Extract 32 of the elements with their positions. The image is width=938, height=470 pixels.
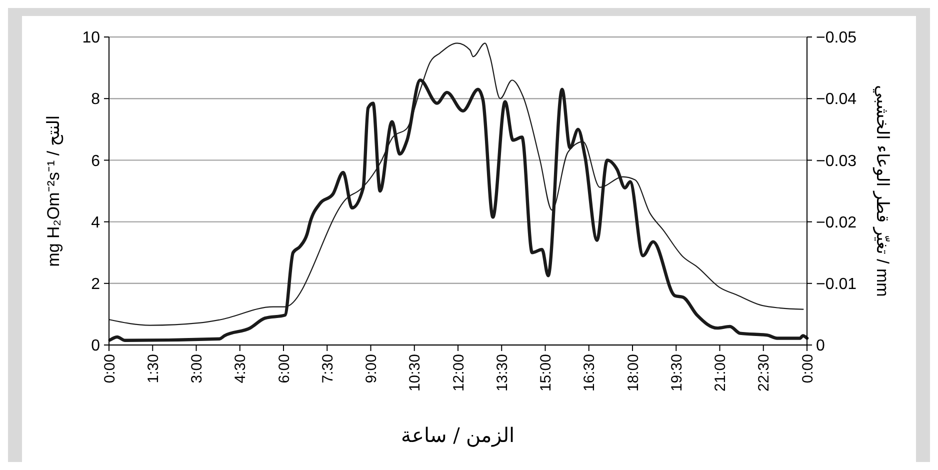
y2-tick-label: −0.05 (816, 30, 857, 47)
x-tick-label: 16:30 (581, 354, 598, 392)
x-tick-label: 13:30 (494, 354, 511, 392)
x-tick-label: 3:00 (188, 354, 206, 384)
x-tick-label: 18:00 (624, 354, 642, 392)
x-tick-label: 0:00 (799, 354, 816, 384)
y2-tick-label: −0.03 (816, 152, 857, 170)
y2-tick-label: −0.01 (816, 276, 857, 293)
x-tick-label: 1:30 (144, 354, 162, 384)
y2-axis-title: تغيّر قطر الوعاء الخشبي / mm (872, 85, 892, 297)
y-tick-label: 4 (91, 214, 100, 232)
y-tick-label: 0 (91, 338, 100, 355)
y-axis-title: mg H₂Om⁻²s⁻¹ / النتح (44, 115, 64, 267)
x-tick-label: 7:30 (319, 354, 336, 384)
y-tick-label: 10 (82, 30, 100, 47)
x-tick-label: 9:00 (363, 354, 380, 384)
x-tick-label: 22:30 (756, 354, 773, 392)
y2-tick-label: −0.02 (816, 214, 857, 232)
y-tick-label: 2 (91, 276, 100, 293)
x-tick-label: 6:00 (276, 354, 293, 384)
x-axis-title: الزمن / ساعة (400, 423, 516, 447)
y2-tick-label: 0 (816, 338, 825, 355)
y-tick-label: 8 (91, 91, 100, 108)
y2-tick-label: −0.04 (816, 91, 857, 108)
x-tick-label: 4:30 (232, 354, 250, 384)
x-tick-label: 0:00 (101, 354, 118, 384)
x-tick-label: 15:00 (538, 354, 554, 392)
y-tick-label: 6 (91, 152, 100, 170)
x-tick-label: 19:30 (668, 354, 686, 392)
x-tick-label: 12:00 (450, 354, 468, 392)
x-tick-label: 10:30 (406, 354, 424, 392)
x-tick-label: 21:00 (712, 354, 729, 392)
